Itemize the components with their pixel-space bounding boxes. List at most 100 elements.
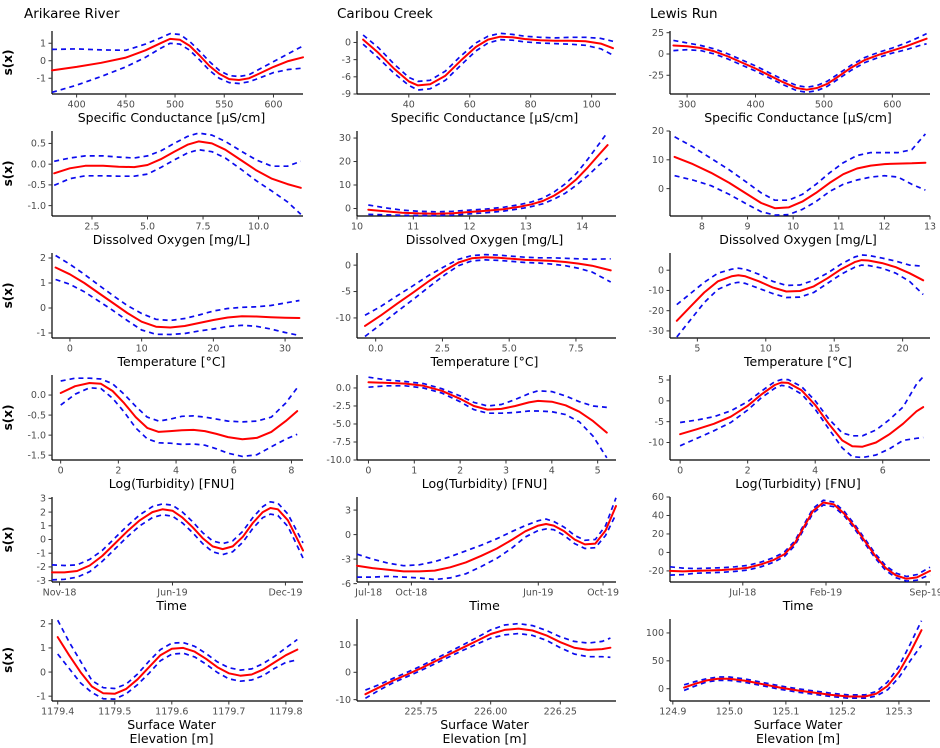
upper-ci-line xyxy=(368,131,609,213)
x-tick-label: 10 xyxy=(351,222,363,233)
x-tick-label: 225.75 xyxy=(404,707,437,718)
panel-caribou-temp: 0 -5 -10 0.0 2.5 5.0 7.5 Temperature [°C] xyxy=(313,248,626,370)
y-tick-label: 0 xyxy=(658,184,664,195)
station-title: Caribou Creek xyxy=(337,6,433,22)
x-tick-label: 125.3 xyxy=(885,707,912,718)
panel-arikaree-do: 0.5 0.0 -0.5 -1.0 2.5 5.0 7.5 10.0 s(x) Dissolved… xyxy=(0,126,313,248)
y-axis-label: s(x) xyxy=(1,161,15,187)
x-tick-label: 0 xyxy=(365,466,371,477)
x-tick-label: 13 xyxy=(520,222,532,233)
plot-svg: 5 0 -5 -10 0 2 4 6 xyxy=(648,375,930,477)
y-tick-label: 3 xyxy=(40,494,46,505)
fitted-smooth-line xyxy=(59,382,299,441)
x-tick-label: 500 xyxy=(815,100,833,111)
y-tick-label: -1 xyxy=(37,328,46,339)
x-axis-label: Time xyxy=(156,598,187,613)
x-tick-label: 6 xyxy=(880,466,886,477)
y-tick-label: 0 xyxy=(658,396,664,407)
y-tick-label: -20 xyxy=(648,306,664,317)
x-tick-label: 124.9 xyxy=(659,707,686,718)
upper-ci-line xyxy=(679,376,924,437)
x-tick-label: 1179.4 xyxy=(41,707,74,718)
y-tick-label: -1 xyxy=(37,548,46,559)
x-tick-label: 8 xyxy=(699,222,705,233)
panel-lewis-turb: 5 0 -5 -10 0 2 4 6 Log(Turbidity) [FNU] xyxy=(626,370,940,492)
y-tick-label: -5.0 xyxy=(332,419,351,430)
y-tick-label: 60 xyxy=(652,492,664,503)
x-tick-label: 10 xyxy=(787,222,799,233)
y-tick-label: 10 xyxy=(339,640,351,651)
lower-ci-line xyxy=(673,42,927,94)
station-title: Arikaree River xyxy=(24,6,120,22)
x-tick-label: 20 xyxy=(207,344,219,355)
x-tick-label: 5.0 xyxy=(502,344,517,355)
plot-svg: 0.0 -2.5 -5.0 -7.5 -10.0 0 1 2 3 4 5 xyxy=(326,375,616,477)
x-tick-label: Nov-18 xyxy=(43,588,77,599)
x-tick-label: 100 xyxy=(583,100,601,111)
x-tick-label: 1179.8 xyxy=(269,707,302,718)
plot-svg: 0 -3 -6 -9 40 60 80 100 xyxy=(342,31,616,111)
plot-svg: 20 10 0 8 9 10 11 12 13 xyxy=(652,126,936,233)
fitted-smooth-line xyxy=(54,266,301,329)
x-tick-label: Sep-19 xyxy=(909,588,940,599)
y-tick-label: -7.5 xyxy=(332,437,351,448)
y-tick-label: 0 xyxy=(345,204,351,215)
fitted-smooth-line xyxy=(683,629,923,698)
y-tick-label: 0 xyxy=(40,303,46,314)
x-tick-label: 13 xyxy=(924,222,936,233)
x-tick-label: 5 xyxy=(694,344,700,355)
x-tick-label: Dec-19 xyxy=(268,588,302,599)
x-tick-label: Jun-19 xyxy=(156,588,187,599)
plot-svg: 60 40 20 0 -20 Jul-18 Feb-19 Sep-19 xyxy=(648,492,940,599)
y-tick-label: 30 xyxy=(339,133,351,144)
x-tick-label: 12 xyxy=(464,222,476,233)
x-tick-label: Jul-18 xyxy=(728,588,756,599)
plot-svg: 0.0 -0.5 -1.0 -1.5 0 2 4 6 8 s(x) xyxy=(1,375,303,477)
plot-svg: 10 0 -10 225.75 226.00 226.25 xyxy=(335,619,616,718)
fitted-smooth-line xyxy=(672,37,928,91)
x-tick-label: 12 xyxy=(878,222,890,233)
fitted-smooth-line xyxy=(51,507,304,574)
x-tick-label: 600 xyxy=(264,100,282,111)
fitted-smooth-line xyxy=(362,35,614,87)
x-axis-label: Log(Turbidity) [FNU] xyxy=(108,476,235,491)
lower-ci-line xyxy=(368,157,609,217)
y-tick-label: 0 xyxy=(345,668,351,679)
x-axis-label: Log(Turbidity) [FNU] xyxy=(421,476,548,491)
fitted-smooth-line xyxy=(51,37,304,81)
x-tick-label: 1179.5 xyxy=(98,707,131,718)
x-tick-label: 2.5 xyxy=(435,344,450,355)
x-tick-label: 3 xyxy=(503,466,509,477)
x-tick-label: 226.25 xyxy=(544,707,577,718)
y-tick-label: -10.0 xyxy=(326,455,351,466)
y-tick-label: 0 xyxy=(658,548,664,559)
x-tick-label: 2 xyxy=(115,466,121,477)
y-tick-label: 40 xyxy=(652,511,664,522)
x-tick-label: Oct-18 xyxy=(395,588,427,599)
y-tick-label: 3 xyxy=(345,505,351,516)
upper-ci-line xyxy=(362,32,614,83)
y-tick-label: 1 xyxy=(40,278,46,289)
y-tick-label: 0 xyxy=(345,38,351,49)
plot-svg: 210-10 10 20 30s(x) xyxy=(1,253,303,355)
panel-lewis-swe: 100 50 0 124.9 125.0 125.1 125.2 125.3 Surface W… xyxy=(626,614,940,748)
station-title: Lewis Run xyxy=(650,6,718,22)
plot-svg: 0 -10 -20 -30 5 10 15 20 xyxy=(648,253,930,355)
y-tick-label: 25 xyxy=(652,28,664,39)
x-tick-label: 8 xyxy=(288,466,294,477)
panel-caribou-spec-cond: Caribou Creek 0 -3 -6 -9 40 60 80 100 Specific Co… xyxy=(313,2,626,126)
y-tick-label: -20 xyxy=(648,566,664,577)
x-tick-label: 10 xyxy=(760,344,772,355)
y-tick-label: 0 xyxy=(40,535,46,546)
x-axis-label: Surface Water Elevation [m] xyxy=(440,717,529,746)
panel-arikaree-time: 3 2 1 0 -1 -2 -3 Nov-18 Jun-19 Dec-19 s(x) Time xyxy=(0,492,313,614)
x-tick-label: 11 xyxy=(407,222,419,233)
panel-caribou-turb: 0.0 -2.5 -5.0 -7.5 -10.0 0 1 2 3 4 5 Log(Turbidity)… xyxy=(313,370,626,492)
y-tick-label: -1.0 xyxy=(27,201,46,212)
y-tick-label: 0 xyxy=(40,56,46,67)
panel-arikaree-temp: 2 1 0 -1 0 10 20 30 s(x) Temperature [°C] xyxy=(0,248,313,370)
x-tick-label: 5.0 xyxy=(140,222,155,233)
plot-svg: 1 0 -1 400 450 500 550 600 s(x) xyxy=(1,31,304,111)
